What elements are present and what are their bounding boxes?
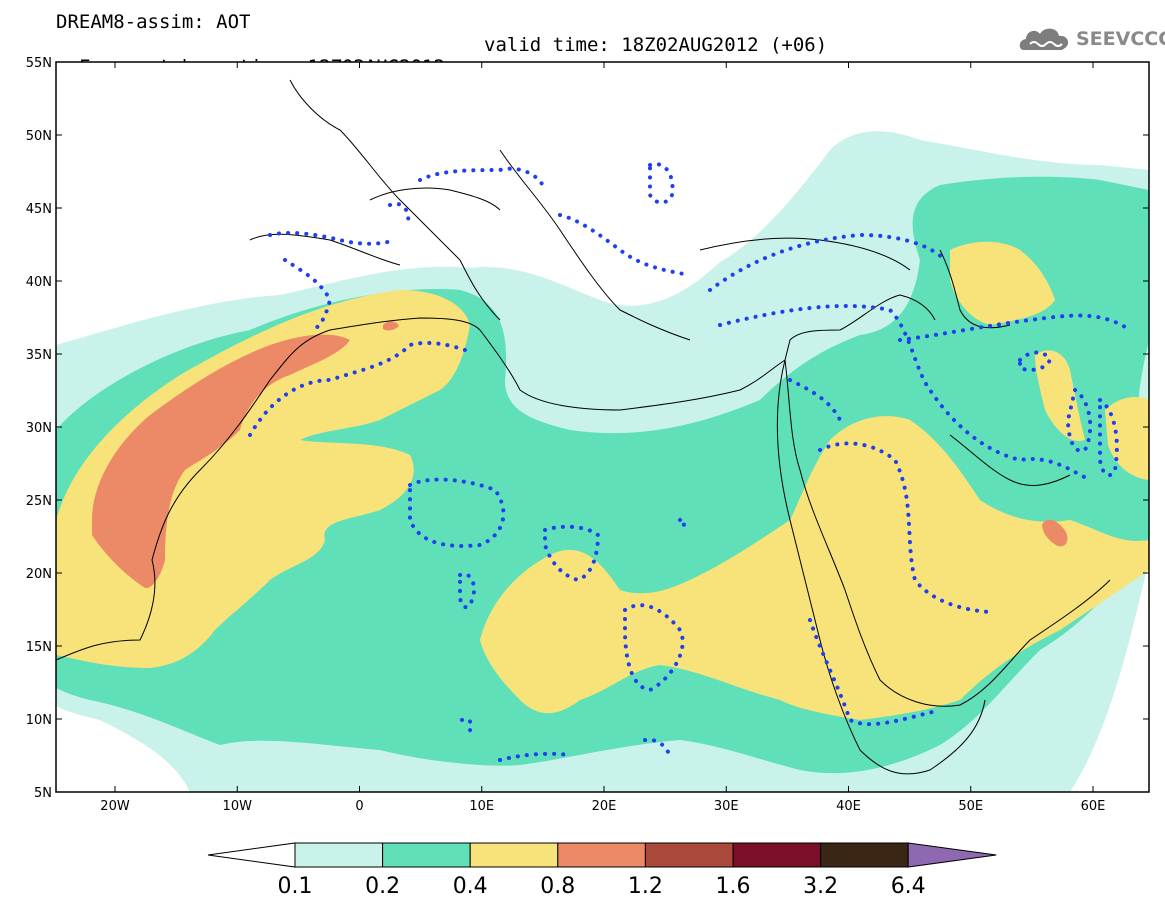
colorbar-label: 1.6 (716, 874, 751, 899)
aot-region-0.4-iran (1035, 350, 1085, 441)
logo-text: SEEVCCC (1076, 28, 1165, 50)
colorbar-label: 0.2 (365, 874, 400, 899)
longitude-axis: 20W 10W 0 10E 20E 30E 40E 50E 60E (100, 62, 1105, 814)
cloud-icon (1019, 28, 1069, 50)
latitude-axis: 55N 50N 45N 40N 35N 30N 25N 20N 15N 10N 5N (26, 56, 1149, 801)
colorbar-box (644, 842, 734, 868)
aot-region-0.8-west (92, 334, 350, 589)
aot-field (56, 62, 1149, 792)
colorbar-label: 0.4 (453, 874, 488, 899)
colorbar-label: 0.1 (278, 874, 313, 899)
colorbar-under-triangle (207, 842, 296, 868)
lat-label: 5N (34, 786, 52, 801)
lon-label: 50E (958, 799, 983, 814)
aot-region-0.4-central (480, 416, 1149, 720)
coastlines (56, 79, 1111, 775)
lat-label: 45N (26, 202, 52, 217)
lat-label: 20N (26, 567, 52, 582)
colorbar-over-triangle (907, 842, 997, 868)
colorbar-label: 3.2 (803, 874, 838, 899)
lon-label: 10W (223, 799, 253, 814)
lon-label: 20E (592, 799, 617, 814)
aot-region-0.4-caspian (950, 241, 1055, 325)
lon-label: 10E (469, 799, 494, 814)
lon-label: 40E (836, 799, 861, 814)
colorbar-label: 0.8 (540, 874, 575, 899)
lat-label: 35N (26, 348, 52, 363)
colorbar-box (294, 842, 384, 868)
lat-label: 40N (26, 275, 52, 290)
lon-label: 0 (355, 799, 363, 814)
colorbar: 0.1 0.2 0.4 0.8 1.2 1.6 3.2 6.4 (207, 842, 997, 899)
lat-label: 50N (26, 129, 52, 144)
colorbar-label: 6.4 (891, 874, 926, 899)
lon-label: 60E (1081, 799, 1106, 814)
colorbar-box (732, 842, 822, 868)
seevccc-logo: SEEVCCC (1018, 22, 1165, 56)
colorbar-box (557, 842, 646, 868)
map-title: DREAM8-assim: AOT (56, 11, 251, 33)
aot-region-0.8-oman (1042, 519, 1068, 547)
colorbar-box (469, 842, 559, 868)
lat-label: 55N (26, 56, 52, 71)
lat-label: 15N (26, 640, 52, 655)
blue-dotted-contours (248, 162, 1132, 762)
lat-label: 25N (26, 494, 52, 509)
lat-label: 30N (26, 421, 52, 436)
colorbar-label: 1.2 (628, 874, 663, 899)
valid-time: valid time: 18Z02AUG2012 (+06) (484, 34, 828, 56)
aot-region-0.8-atlas (383, 321, 399, 331)
colorbar-box (382, 842, 471, 868)
colorbar-box (820, 842, 909, 868)
lat-label: 10N (26, 713, 52, 728)
lon-label: 20W (100, 799, 130, 814)
lon-label: 30E (714, 799, 739, 814)
